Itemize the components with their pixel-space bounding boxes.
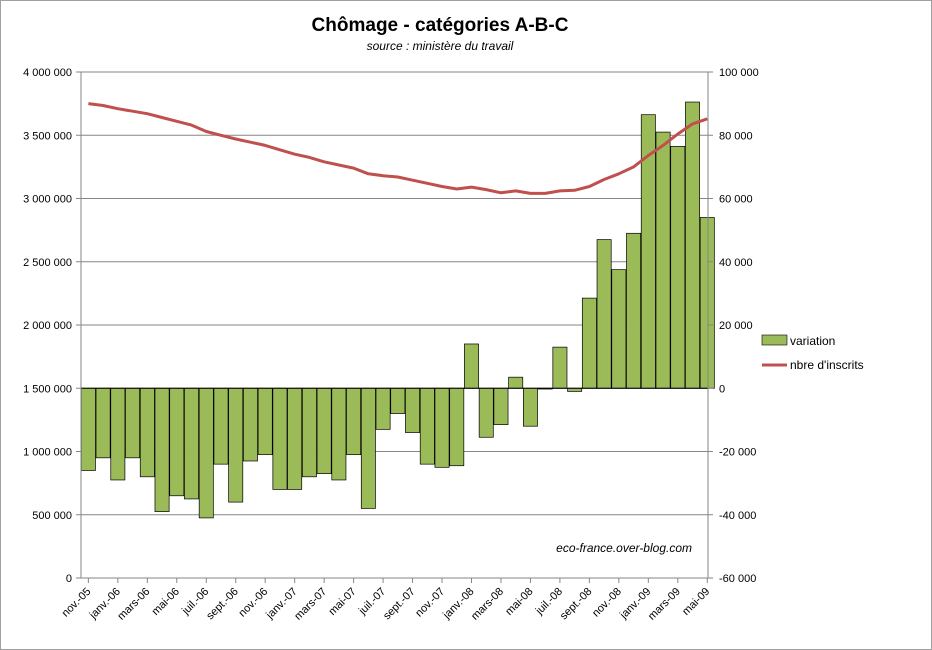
right-axis-tick-label: 40 000 bbox=[719, 257, 753, 269]
variation-bar bbox=[257, 387, 273, 456]
left-axis-tick-label: 2 000 000 bbox=[23, 320, 72, 332]
right-axis-tick-label: -40 000 bbox=[719, 510, 756, 522]
variation-bar bbox=[552, 346, 568, 389]
variation-bar bbox=[331, 387, 347, 481]
left-axis-tick-label: 1 000 000 bbox=[23, 447, 72, 459]
left-axis-tick-label: 3 500 000 bbox=[23, 130, 72, 142]
variation-bar bbox=[655, 131, 671, 389]
variation-bar bbox=[390, 387, 406, 414]
right-axis-tick-labels: -60 000 -40 000 -20 000 0 20 000 40 000 60 000… bbox=[719, 67, 759, 585]
variation-bar bbox=[360, 387, 376, 509]
variation-bar bbox=[110, 387, 126, 481]
variation-bar bbox=[272, 387, 288, 490]
variation-bar bbox=[316, 387, 332, 474]
right-axis-tick-label: 80 000 bbox=[719, 130, 753, 142]
variation-bar bbox=[198, 387, 214, 519]
variation-bar bbox=[434, 387, 450, 468]
axes bbox=[76, 71, 713, 583]
variation-bar bbox=[508, 376, 524, 389]
variation-bar bbox=[139, 387, 155, 478]
right-axis-tick-label: -20 000 bbox=[719, 447, 756, 459]
variation-bar bbox=[699, 217, 715, 389]
variation-bar bbox=[125, 387, 140, 459]
legend: variation nbre d'inscrits bbox=[761, 334, 864, 372]
left-axis-tick-label: 3 000 000 bbox=[23, 194, 72, 206]
chart-subtitle: source : ministère du travail bbox=[367, 39, 514, 53]
variation-bar bbox=[596, 239, 612, 389]
right-axis-tick-label: 100 000 bbox=[719, 67, 759, 79]
variation-bar bbox=[405, 387, 420, 433]
variation-bar bbox=[184, 387, 199, 500]
left-axis-tick-label: 500 000 bbox=[32, 510, 72, 522]
variation-bar bbox=[581, 297, 597, 389]
left-axis-tick-label: 0 bbox=[66, 573, 72, 585]
variation-bar bbox=[346, 387, 362, 456]
variation-bar bbox=[493, 387, 509, 425]
variation-bar bbox=[375, 387, 391, 430]
variation-bar bbox=[611, 269, 627, 389]
variation-bar bbox=[228, 387, 244, 503]
source-annotation: eco-france.over-blog.com bbox=[556, 541, 692, 555]
left-axis-tick-labels: 0 500 000 1 000 000 1 500 000 2 000 000 2 500… bbox=[23, 67, 72, 585]
variation-bar bbox=[95, 387, 111, 459]
legend-label-inscrits: nbre d'inscrits bbox=[790, 358, 864, 372]
variation-bar bbox=[685, 101, 700, 389]
variation-bar bbox=[478, 387, 494, 438]
inscrits-line-path bbox=[88, 102, 708, 195]
variation-bar bbox=[670, 145, 686, 389]
chart-title: Chômage - catégories A-B-C bbox=[312, 15, 569, 36]
variation-bar bbox=[287, 387, 303, 490]
left-axis-tick-label: 1 500 000 bbox=[23, 383, 72, 395]
variation-bar bbox=[80, 387, 96, 471]
variation-bar bbox=[301, 387, 317, 478]
variation-bars bbox=[80, 101, 715, 519]
right-axis-tick-label: 60 000 bbox=[719, 194, 753, 206]
variation-bar bbox=[169, 387, 185, 497]
variation-bar bbox=[154, 387, 170, 512]
variation-bar bbox=[419, 387, 435, 465]
variation-bar bbox=[449, 387, 465, 467]
legend-swatch-variation bbox=[761, 334, 788, 346]
variation-bar bbox=[626, 232, 642, 389]
left-axis-tick-label: 2 500 000 bbox=[23, 257, 72, 269]
variation-bar bbox=[243, 387, 258, 462]
right-axis-tick-label: 0 bbox=[719, 383, 725, 395]
variation-bar bbox=[523, 387, 538, 427]
variation-bar bbox=[213, 387, 229, 465]
variation-bar bbox=[464, 343, 479, 389]
inscrits-line bbox=[88, 102, 708, 195]
right-axis-tick-label: -60 000 bbox=[719, 573, 756, 585]
left-axis-tick-label: 4 000 000 bbox=[23, 67, 72, 79]
legend-label-variation: variation bbox=[790, 334, 835, 348]
right-axis-tick-label: 20 000 bbox=[719, 320, 753, 332]
